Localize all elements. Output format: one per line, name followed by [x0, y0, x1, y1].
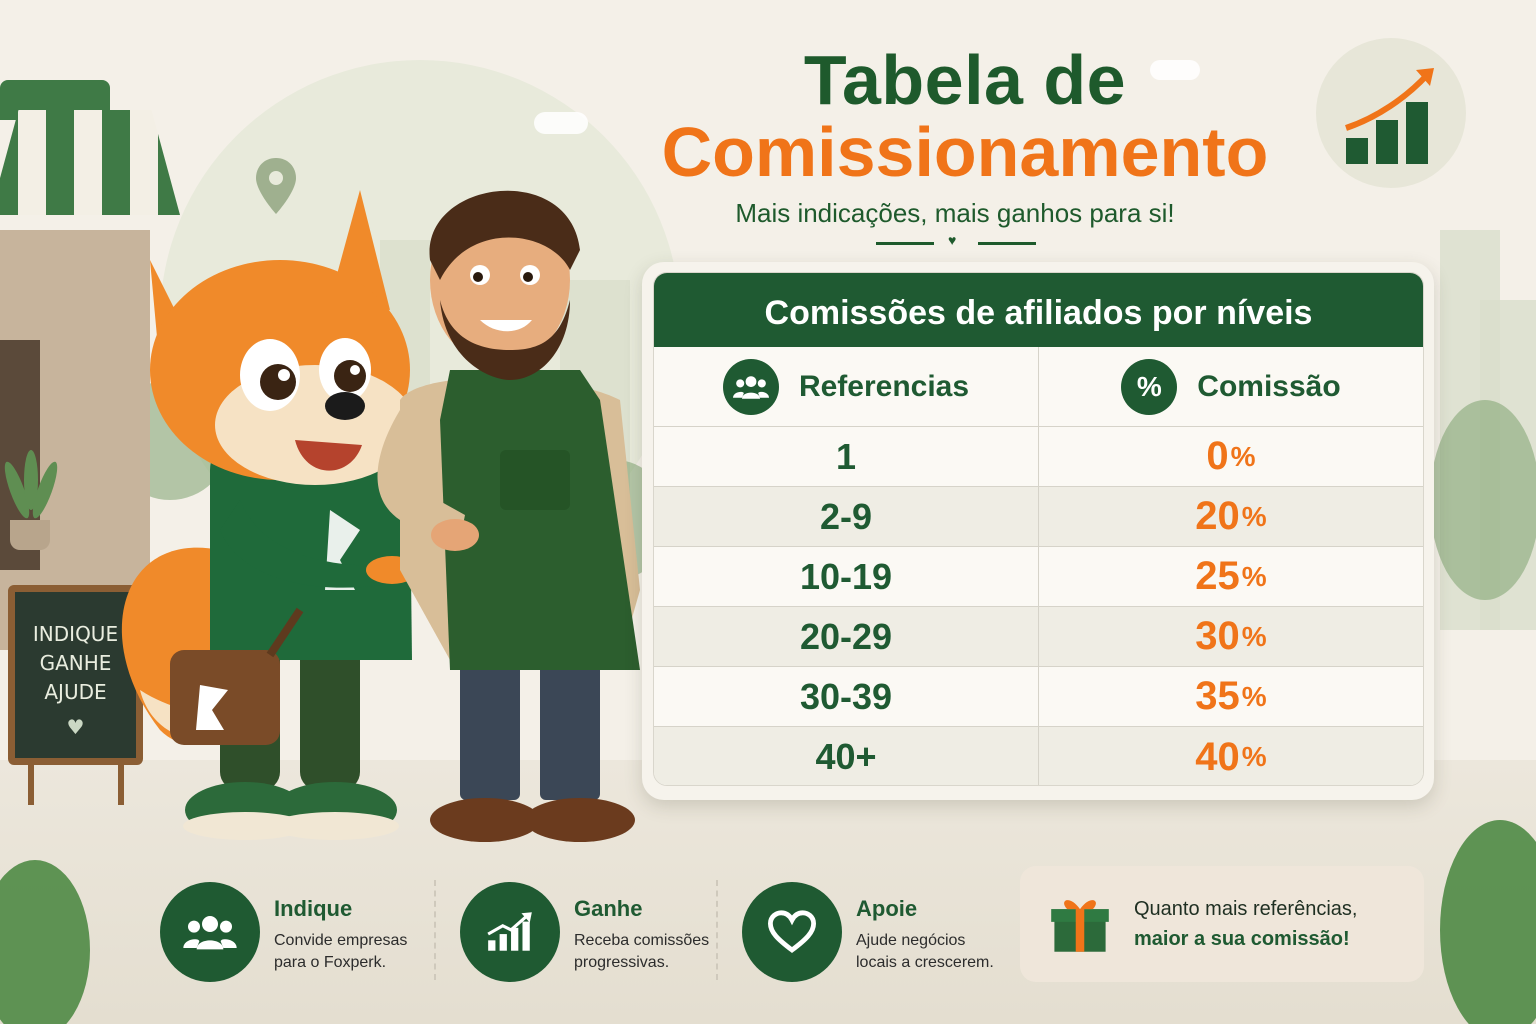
feature-description: Ajude negócios locais a crescerem.	[856, 932, 994, 972]
feature-indique: Indique Convide empresas para o Foxperk.	[160, 882, 414, 992]
referencias-cell: 30-39	[799, 675, 893, 717]
referencias-cell: 10-19	[799, 555, 893, 597]
background-tree	[1430, 400, 1536, 600]
boot	[525, 798, 635, 842]
referencias-cell: 20-29	[799, 615, 893, 657]
potted-plant	[0, 450, 62, 550]
promo-line: Quanto mais referências,	[1134, 898, 1358, 920]
comissao-cell: 40%	[1038, 727, 1423, 785]
mascot-and-shopkeeper-illustration	[121, 190, 640, 842]
cloud	[534, 112, 588, 134]
feature-description: Convide empresas para o Foxperk.	[274, 932, 408, 972]
chalkboard-line: AJUDE	[44, 680, 107, 704]
column-label: Referencias	[798, 369, 970, 403]
messenger-bag	[170, 650, 280, 745]
fox-green-hoodie	[210, 420, 412, 660]
table-row: 30-39 35%	[654, 667, 1423, 727]
board-leg	[28, 765, 34, 805]
page-subtitle: Mais indicações, mais ganhos para si!	[735, 198, 1175, 228]
jeans	[460, 650, 520, 800]
table-row: 10-19 25%	[654, 547, 1423, 607]
divider	[434, 880, 436, 980]
referencias-cell: 2-9	[819, 495, 873, 537]
comissao-value: 35	[1195, 674, 1240, 718]
table-row: 2-9 20%	[654, 487, 1423, 547]
fox-nose	[325, 392, 365, 420]
feature-description: Receba comissões progressivas.	[574, 932, 710, 972]
table-row: 20-29 30%	[654, 607, 1423, 667]
divider	[716, 880, 718, 980]
table-title: Comissões de afiliados por níveis	[654, 273, 1423, 347]
man-hair	[429, 190, 580, 280]
percent-unit: %	[1241, 741, 1267, 772]
comissao-cell: 20%	[1038, 487, 1423, 546]
column-header-comissao: % Comissão	[1038, 347, 1423, 426]
comissao-cell: 0%	[1038, 427, 1423, 486]
growth-chart-icon	[460, 882, 560, 982]
comissao-cell: 25%	[1038, 547, 1423, 606]
man-beard	[440, 300, 570, 380]
table-body: 1 0% 2-9 20% 10-19 25% 20-29 30% 30-39 35% 40+ 40%	[654, 427, 1423, 785]
foliage	[1440, 820, 1536, 1024]
green-apron	[440, 370, 640, 670]
heart-icon: ♥	[66, 715, 85, 739]
growth-chart-icon	[1345, 68, 1434, 164]
table-row: 1 0%	[654, 427, 1423, 487]
page-title-line1: Tabela de	[803, 41, 1127, 119]
referencias-cell: 40+	[815, 736, 877, 777]
gift-icon	[1051, 900, 1109, 952]
feature-title: Indique	[274, 896, 353, 921]
people-icon	[160, 882, 260, 982]
cloud	[1150, 60, 1200, 80]
chalkboard-line: INDIQUE	[32, 622, 119, 646]
comissao-value: 0	[1206, 434, 1229, 478]
percent-unit: %	[1241, 500, 1267, 532]
board-leg	[118, 765, 124, 805]
fox-mouth	[295, 440, 362, 471]
title-divider: ♥	[876, 232, 1036, 250]
striped-awning	[0, 110, 180, 215]
foliage	[0, 860, 90, 1024]
column-header-referencias: Referencias	[654, 347, 1038, 426]
comissao-cell: 35%	[1038, 667, 1423, 726]
comissao-cell: 30%	[1038, 607, 1423, 666]
comissao-value: 30	[1195, 614, 1240, 658]
percent-unit: %	[1230, 440, 1256, 472]
feature-ganhe: Ganhe Receba comissões progressivas.	[460, 882, 714, 992]
location-pin-icon	[256, 158, 296, 214]
comissao-value: 40	[1195, 734, 1240, 779]
heart-icon: ♥	[948, 232, 957, 248]
commission-table: Comissões de afiliados por níveis Refere…	[653, 272, 1424, 786]
people-icon	[722, 358, 779, 415]
comissao-value: 25	[1195, 554, 1240, 598]
growth-chart-badge	[1316, 38, 1466, 188]
chalkboard-line: GANHE	[39, 651, 112, 675]
table-row: 40+ 40%	[654, 727, 1423, 785]
feature-title: Apoie	[856, 896, 918, 921]
feature-apoie: Apoie Ajude negócios locais a crescerem.	[742, 882, 996, 992]
page-title-line2: Comissionamento	[661, 113, 1269, 191]
feature-title: Ganhe	[574, 896, 643, 921]
percent-icon: %	[1121, 358, 1178, 415]
referencias-cell: 1	[835, 435, 857, 477]
percent-unit: %	[1241, 560, 1267, 592]
promo-banner: Quanto mais referências, maior a sua com…	[1020, 866, 1424, 982]
column-label: Comissão	[1197, 369, 1341, 403]
promo-highlight: maior a sua comissão!	[1134, 928, 1350, 950]
percent-unit: %	[1241, 620, 1267, 652]
heart-icon	[742, 882, 842, 982]
comissao-value: 20	[1195, 494, 1240, 538]
boot	[430, 798, 540, 842]
table-header-row: Referencias % Comissão	[654, 347, 1423, 427]
shop-front	[0, 80, 180, 800]
percent-unit: %	[1241, 680, 1267, 712]
